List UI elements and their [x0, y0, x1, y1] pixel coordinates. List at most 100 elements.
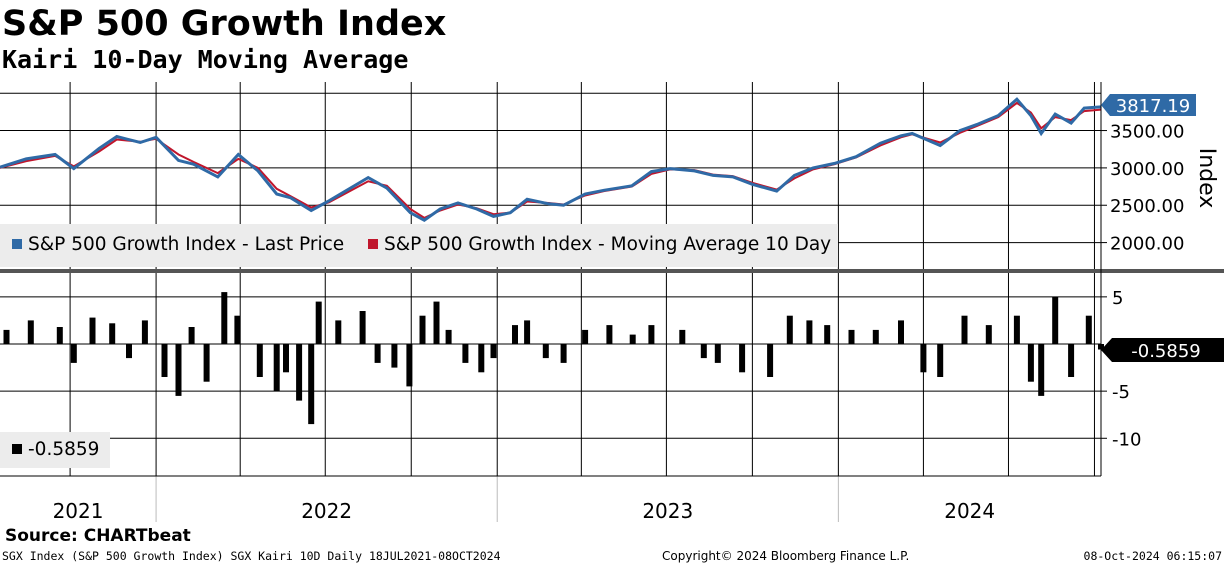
kairi-bar — [141, 320, 148, 344]
footer-left: SGX Index (S&P 500 Growth Index) SGX Kai… — [2, 549, 501, 563]
kairi-bar — [70, 344, 77, 363]
kairi-bar — [806, 320, 813, 344]
kairi-bars — [3, 292, 1104, 425]
kairi-bar — [542, 344, 549, 359]
legend-label-kairi: -0.5859 — [28, 439, 100, 460]
price-y-ticks: 3500.00 3000.00 2500.00 2000.00 — [1101, 122, 1184, 255]
kairi-bar — [419, 315, 426, 344]
kairi-bar — [848, 329, 855, 344]
kairi-bar — [273, 344, 280, 392]
kairi-tick-label: -5 — [1112, 382, 1130, 403]
price-tick-label: 2500.00 — [1110, 196, 1184, 217]
kairi-bar — [296, 344, 303, 401]
legend-swatch-kairi — [12, 444, 22, 454]
kairi-bar — [512, 325, 518, 344]
kairi-bar — [629, 334, 636, 344]
year-label: 2022 — [301, 499, 352, 523]
kairi-bar — [175, 344, 182, 396]
kairi-bar — [256, 344, 263, 377]
price-tick-label: 3000.00 — [1110, 159, 1184, 180]
kairi-bar — [126, 344, 132, 359]
source-note: Source: CHARTbeat — [5, 526, 191, 546]
kairi-bar — [308, 344, 315, 425]
kairi-bar — [335, 320, 342, 344]
kairi-bar — [433, 301, 440, 344]
kairi-bar — [359, 311, 366, 344]
kairi-bar — [445, 329, 452, 344]
kairi-last-value: -0.5859 — [1131, 341, 1200, 362]
legend-label-ma: S&P 500 Growth Index - Moving Average 10… — [384, 234, 832, 255]
kairi-tick-label: -10 — [1112, 429, 1141, 450]
kairi-bar — [462, 344, 469, 363]
legend-item-kairi: -0.5859 — [12, 439, 99, 460]
kairi-bar — [221, 292, 228, 344]
kairi-bar — [606, 325, 613, 344]
kairi-grid — [0, 296, 1101, 439]
kairi-bar — [648, 325, 655, 344]
kairi-bar — [391, 344, 398, 368]
kairi-bar — [1027, 344, 1034, 382]
kairi-bar — [1013, 315, 1020, 344]
kairi-bar — [56, 327, 63, 344]
kairi-tick-label: 5 — [1112, 288, 1123, 309]
kairi-bar — [89, 317, 96, 344]
kairi-bar — [679, 329, 686, 344]
kairi-bar — [582, 329, 589, 344]
kairi-bar — [714, 344, 721, 363]
y-axis-title: Index — [1194, 148, 1219, 209]
chart-subtitle: Kairi 10-Day Moving Average — [2, 45, 409, 74]
price-tick-label: 2000.00 — [1110, 234, 1184, 255]
price-tick-label: 3500.00 — [1110, 122, 1184, 143]
price-legend — [0, 224, 838, 267]
kairi-bar — [920, 344, 927, 373]
legend-item-ma: S&P 500 Growth Index - Moving Average 10… — [368, 234, 831, 255]
kairi-bar — [3, 329, 10, 344]
kairi-bar — [315, 301, 322, 344]
x-axis-year-labels: 2021 2022 2023 2024 — [53, 499, 996, 523]
kairi-bar — [1038, 344, 1045, 396]
kairi-bar — [961, 315, 968, 344]
year-label: 2021 — [53, 499, 104, 523]
legend-swatch-ma — [368, 239, 378, 249]
kairi-bar — [739, 344, 746, 373]
legend-item-price: S&P 500 Growth Index - Last Price — [12, 234, 344, 255]
year-label: 2023 — [642, 499, 693, 523]
year-label: 2024 — [944, 499, 995, 523]
price-last-value: 3817.19 — [1116, 96, 1190, 117]
kairi-bar — [767, 344, 774, 377]
kairi-bar — [985, 325, 992, 344]
kairi-bar — [872, 329, 879, 344]
kairi-bar — [786, 315, 793, 344]
legend-label-price: S&P 500 Growth Index - Last Price — [28, 234, 345, 255]
chart-title: S&P 500 Growth Index — [2, 4, 447, 44]
price-line — [0, 97, 1102, 222]
kairi-bar — [27, 320, 34, 344]
kairi-bar — [700, 344, 707, 359]
kairi-bar — [406, 344, 413, 387]
kairi-bar — [1085, 315, 1092, 344]
price-last-label: 3817.19 — [1101, 94, 1196, 117]
year-grid — [69, 82, 1095, 522]
kairi-bar — [161, 344, 168, 377]
kairi-last-label: -0.5859 — [1101, 338, 1224, 362]
kairi-bar — [937, 344, 944, 377]
footer-copyright: Copyright© 2024 Bloomberg Finance L.P. — [662, 549, 910, 563]
kairi-bar — [1052, 296, 1059, 344]
kairi-bar — [490, 344, 497, 359]
kairi-bar — [478, 344, 485, 373]
kairi-bar — [524, 320, 531, 344]
kairi-bar — [374, 344, 381, 363]
kairi-y-ticks: 5 -5 -10 — [1101, 288, 1141, 450]
footer-timestamp: 08-Oct-2024 06:15:07 — [1083, 549, 1222, 563]
kairi-bar — [824, 325, 831, 344]
kairi-bar — [1068, 344, 1075, 377]
kairi-bar — [203, 344, 210, 382]
kairi-bar — [188, 327, 195, 344]
legend-swatch-price — [12, 239, 22, 249]
kairi-bar — [109, 323, 116, 344]
kairi-bar — [560, 344, 567, 363]
kairi-bar — [283, 344, 289, 373]
kairi-bar — [234, 315, 241, 344]
kairi-bar — [898, 320, 904, 344]
